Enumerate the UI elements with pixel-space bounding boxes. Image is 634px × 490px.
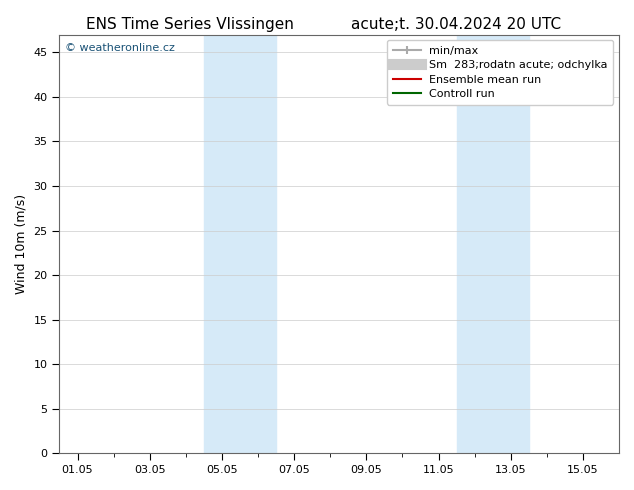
Y-axis label: Wind 10m (m/s): Wind 10m (m/s) <box>15 194 28 294</box>
Text: © weatheronline.cz: © weatheronline.cz <box>65 43 175 53</box>
Bar <box>204 35 276 453</box>
Text: ENS Time Series Vlissingen: ENS Time Series Vlissingen <box>86 17 294 32</box>
Text: acute;t. 30.04.2024 20 UTC: acute;t. 30.04.2024 20 UTC <box>351 17 562 32</box>
Legend: min/max, Sm  283;rodatn acute; odchylka, Ensemble mean run, Controll run: min/max, Sm 283;rodatn acute; odchylka, … <box>387 40 614 104</box>
Bar <box>456 35 529 453</box>
